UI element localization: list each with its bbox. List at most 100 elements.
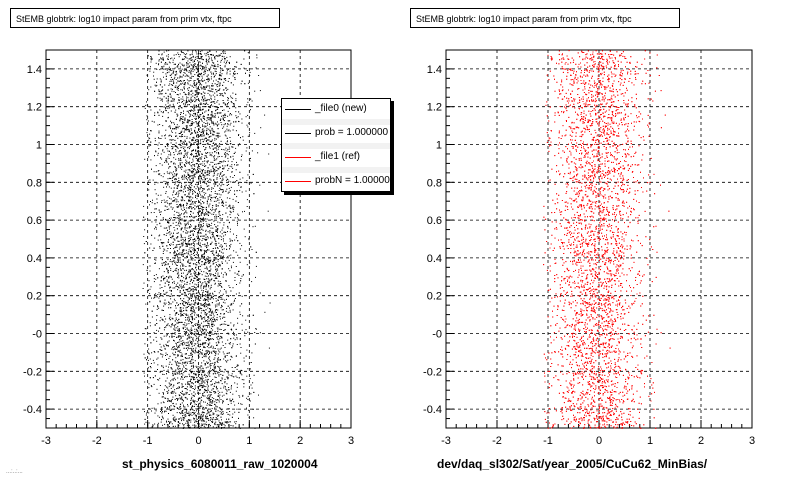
scatter-point (193, 142, 195, 144)
scatter-point (203, 139, 205, 141)
scatter-point (154, 228, 155, 230)
scatter-point (201, 88, 203, 90)
scatter-point (213, 391, 215, 393)
scatter-point (181, 402, 183, 404)
scatter-point (168, 126, 170, 128)
scatter-point (173, 298, 175, 300)
scatter-point (164, 315, 166, 317)
scatter-point (216, 228, 218, 230)
scatter-point (187, 405, 189, 407)
scatter-point (210, 191, 212, 193)
scatter-point (214, 280, 216, 282)
scatter-point (213, 365, 215, 367)
scatter-point (193, 345, 195, 347)
scatter-point (187, 345, 189, 347)
scatter-point (192, 50, 194, 52)
scatter-point (232, 205, 234, 207)
scatter-point (211, 116, 213, 118)
scatter-point (170, 58, 171, 60)
scatter-point (219, 422, 221, 424)
scatter-point (187, 413, 189, 414)
scatter-point (188, 130, 190, 132)
scatter-point (187, 110, 189, 112)
scatter-point (218, 401, 220, 403)
scatter-point (204, 178, 206, 179)
scatter-point (169, 125, 171, 127)
scatter-point (151, 410, 152, 412)
scatter-point (227, 120, 229, 122)
scatter-point (225, 147, 227, 149)
scatter-point (180, 117, 181, 119)
scatter-point (182, 263, 184, 265)
scatter-point (201, 377, 202, 379)
scatter-point (235, 130, 237, 132)
scatter-point (189, 137, 191, 139)
scatter-point (239, 305, 241, 307)
scatter-point (208, 189, 210, 191)
scatter-point (173, 217, 175, 218)
scatter-point (207, 362, 209, 364)
scatter-point (199, 51, 201, 52)
scatter-point (175, 327, 177, 329)
scatter-point (230, 217, 232, 218)
scatter-point (223, 115, 225, 117)
scatter-point (186, 224, 188, 226)
scatter-point (181, 386, 183, 388)
scatter-point (216, 278, 218, 279)
scatter-point (197, 233, 199, 235)
scatter-point (231, 161, 233, 163)
scatter-point (177, 153, 179, 155)
scatter-point (204, 316, 206, 318)
scatter-point (235, 100, 237, 102)
scatter-point (204, 275, 206, 277)
scatter-point (204, 119, 206, 121)
scatter-point (164, 263, 166, 265)
scatter-point (195, 365, 197, 367)
scatter-point (178, 295, 180, 297)
scatter-point (177, 354, 179, 356)
scatter-point (168, 307, 170, 309)
scatter-point (197, 78, 199, 79)
scatter-point (181, 177, 183, 179)
scatter-point (191, 318, 193, 320)
scatter-point (170, 95, 172, 97)
scatter-point (208, 171, 210, 173)
scatter-point (205, 262, 207, 264)
scatter-point (151, 297, 152, 299)
scatter-point (168, 325, 170, 327)
scatter-point (207, 282, 209, 284)
scatter-point (229, 231, 231, 233)
scatter-point (193, 245, 195, 246)
scatter-point (143, 282, 145, 284)
scatter-point (195, 239, 197, 241)
scatter-point (167, 112, 169, 114)
scatter-point (155, 278, 157, 280)
scatter-point (174, 173, 176, 175)
scatter-point (199, 389, 201, 391)
scatter-point (202, 304, 204, 306)
scatter-point (182, 231, 184, 233)
scatter-point (184, 175, 186, 177)
scatter-point (222, 293, 224, 295)
scatter-point (176, 244, 178, 246)
scatter-point (155, 410, 157, 412)
scatter-point (236, 235, 238, 237)
scatter-point (223, 81, 225, 83)
scatter-point (206, 102, 208, 104)
scatter-point (192, 143, 194, 145)
scatter-point (217, 173, 219, 175)
scatter-point (220, 387, 222, 389)
scatter-point (171, 398, 173, 400)
scatter-point (194, 56, 196, 58)
scatter-point (187, 88, 189, 90)
scatter-point (212, 419, 213, 421)
scatter-point (192, 158, 194, 160)
scatter-point (208, 423, 210, 425)
scatter-point (216, 84, 218, 86)
scatter-point (220, 299, 222, 300)
scatter-point (237, 365, 239, 367)
scatter-point (224, 149, 226, 151)
scatter-point (214, 116, 216, 117)
scatter-point (169, 314, 171, 316)
scatter-point (249, 160, 251, 162)
